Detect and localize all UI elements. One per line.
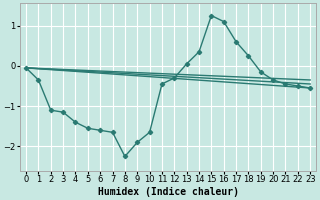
X-axis label: Humidex (Indice chaleur): Humidex (Indice chaleur): [98, 186, 239, 197]
